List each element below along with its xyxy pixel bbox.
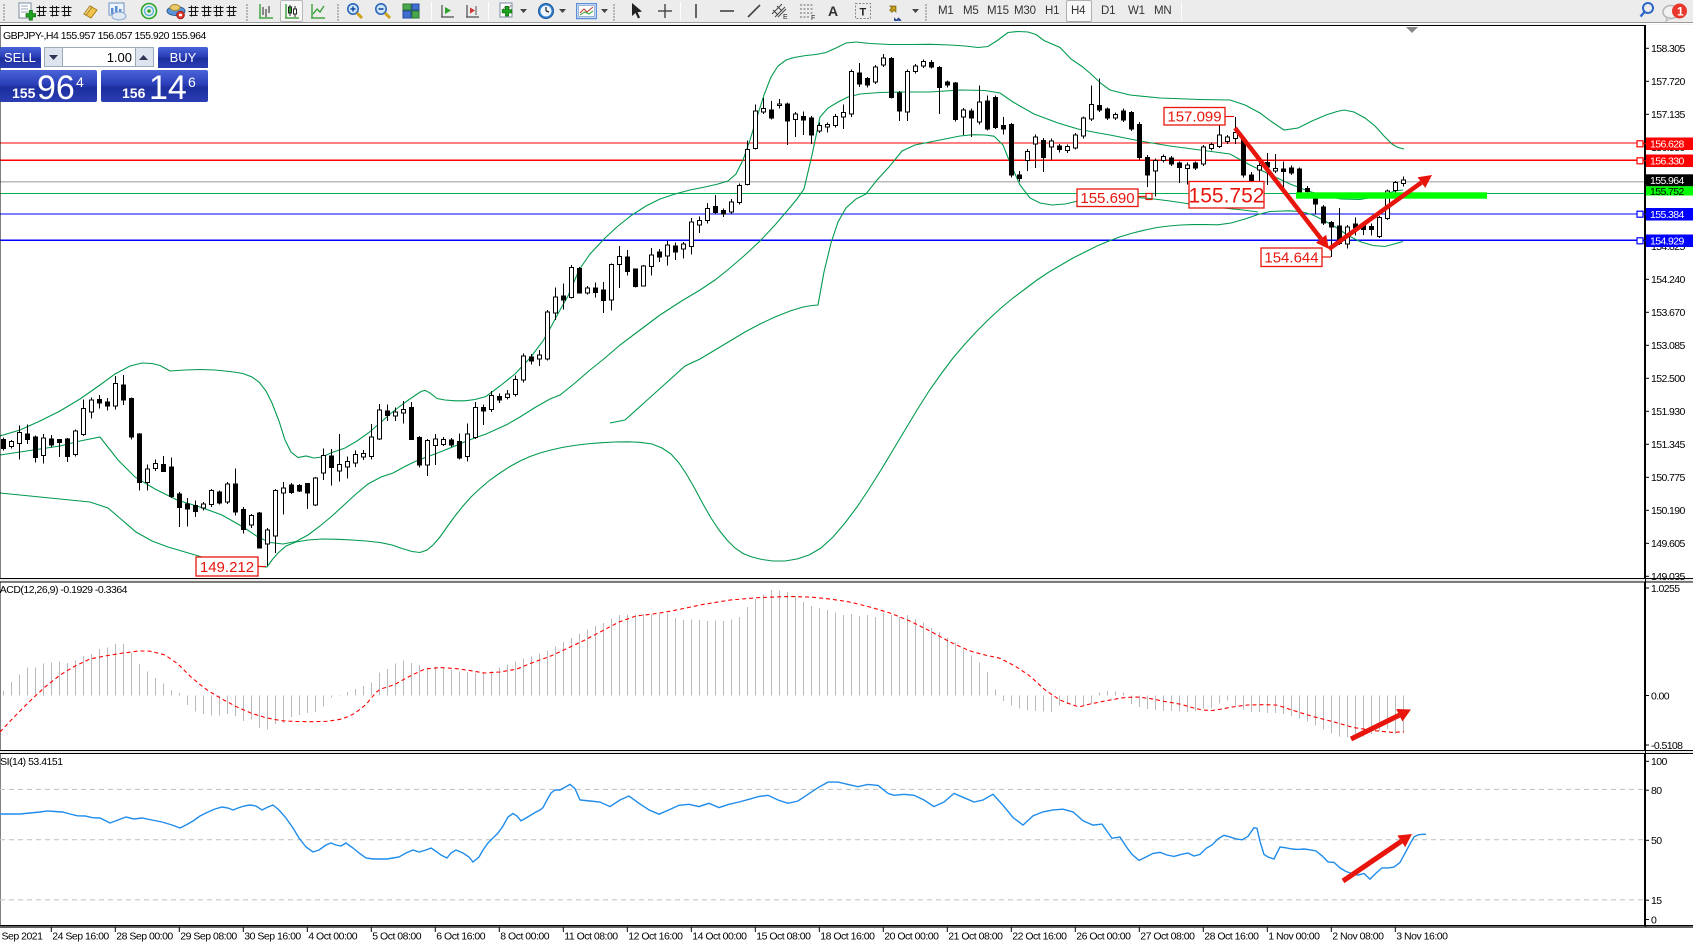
svg-text:1.0255: 1.0255	[1651, 583, 1680, 595]
svg-text:18 Oct 16:00: 18 Oct 16:00	[820, 931, 875, 943]
svg-text:MACD(12,26,9) -0.1929 -0.3364: MACD(12,26,9) -0.1929 -0.3364	[0, 584, 128, 596]
svg-text:30 Sep 16:00: 30 Sep 16:00	[244, 931, 301, 943]
svg-text:GBPJPY-,H4 155.957 156.057 15: GBPJPY-,H4 155.957 156.057 155.920 155.9…	[3, 30, 206, 42]
svg-text:155.690: 155.690	[1080, 190, 1134, 207]
svg-text:152.500: 152.500	[1651, 373, 1686, 385]
svg-text:14 Oct 00:00: 14 Oct 00:00	[692, 931, 747, 943]
svg-text:0: 0	[1651, 914, 1657, 926]
svg-text:149.035: 149.035	[1651, 571, 1686, 583]
svg-text:154.929: 154.929	[1650, 236, 1685, 248]
svg-text:12 Oct 16:00: 12 Oct 16:00	[628, 931, 683, 943]
svg-text:155.752: 155.752	[1650, 186, 1685, 198]
svg-text:100: 100	[1651, 756, 1667, 768]
svg-text:15 Oct 08:00: 15 Oct 08:00	[756, 931, 811, 943]
svg-text:150.775: 150.775	[1651, 472, 1686, 484]
svg-text:F: F	[811, 15, 815, 21]
svg-text:21 Oct 08:00: 21 Oct 08:00	[948, 931, 1003, 943]
svg-text:158.305: 158.305	[1651, 43, 1686, 55]
svg-text:155.752: 155.752	[1189, 184, 1265, 207]
svg-text:156.330: 156.330	[1650, 156, 1685, 168]
svg-text:151.930: 151.930	[1651, 406, 1686, 418]
svg-text:50: 50	[1651, 835, 1662, 847]
svg-text:6 Oct 16:00: 6 Oct 16:00	[436, 931, 485, 943]
svg-text:149.605: 149.605	[1651, 538, 1686, 550]
svg-text:80: 80	[1651, 785, 1662, 797]
svg-text:149.212: 149.212	[200, 559, 254, 576]
svg-text:156.628: 156.628	[1650, 139, 1685, 151]
svg-text:4 Oct 00:00: 4 Oct 00:00	[308, 931, 357, 943]
svg-text:28 Sep 00:00: 28 Sep 00:00	[116, 931, 173, 943]
svg-text:155.964: 155.964	[1650, 175, 1685, 187]
svg-text:29 Sep 08:00: 29 Sep 08:00	[180, 931, 237, 943]
svg-text:5 Oct 08:00: 5 Oct 08:00	[372, 931, 421, 943]
svg-text:27 Oct 08:00: 27 Oct 08:00	[1140, 931, 1195, 943]
svg-text:154.644: 154.644	[1264, 250, 1318, 267]
svg-text:22 Oct 16:00: 22 Oct 16:00	[1012, 931, 1067, 943]
svg-text:154.240: 154.240	[1651, 274, 1686, 286]
svg-text:20 Oct 00:00: 20 Oct 00:00	[884, 931, 939, 943]
svg-text:157.135: 157.135	[1651, 109, 1686, 121]
svg-text:157.099: 157.099	[1167, 109, 1221, 126]
svg-text:0.00: 0.00	[1651, 690, 1670, 702]
svg-text:155.384: 155.384	[1650, 209, 1685, 221]
svg-text:1 Nov 00:00: 1 Nov 00:00	[1268, 931, 1320, 943]
svg-text:8 Oct 00:00: 8 Oct 00:00	[500, 931, 549, 943]
svg-text:150.190: 150.190	[1651, 505, 1686, 517]
svg-text:151.345: 151.345	[1651, 439, 1686, 451]
svg-text:T: T	[860, 7, 867, 19]
svg-text:1: 1	[1677, 5, 1684, 19]
svg-text:153.085: 153.085	[1651, 340, 1686, 352]
svg-text:RSI(14) 53.4151: RSI(14) 53.4151	[0, 756, 63, 768]
svg-text:15: 15	[1651, 895, 1662, 907]
svg-text:2 Nov 08:00: 2 Nov 08:00	[1332, 931, 1384, 943]
svg-text:26 Oct 00:00: 26 Oct 00:00	[1076, 931, 1131, 943]
svg-text:157.720: 157.720	[1651, 76, 1686, 88]
svg-text:3 Nov 16:00: 3 Nov 16:00	[1396, 931, 1448, 943]
svg-text:11 Oct 08:00: 11 Oct 08:00	[564, 931, 618, 943]
svg-text:153.670: 153.670	[1651, 307, 1686, 319]
svg-text:28 Oct 16:00: 28 Oct 16:00	[1204, 931, 1259, 943]
svg-text:-0.5108: -0.5108	[1651, 740, 1683, 752]
svg-text:Sep 2021: Sep 2021	[2, 931, 44, 943]
svg-text:E: E	[783, 14, 788, 21]
svg-text:24 Sep 16:00: 24 Sep 16:00	[52, 931, 109, 943]
